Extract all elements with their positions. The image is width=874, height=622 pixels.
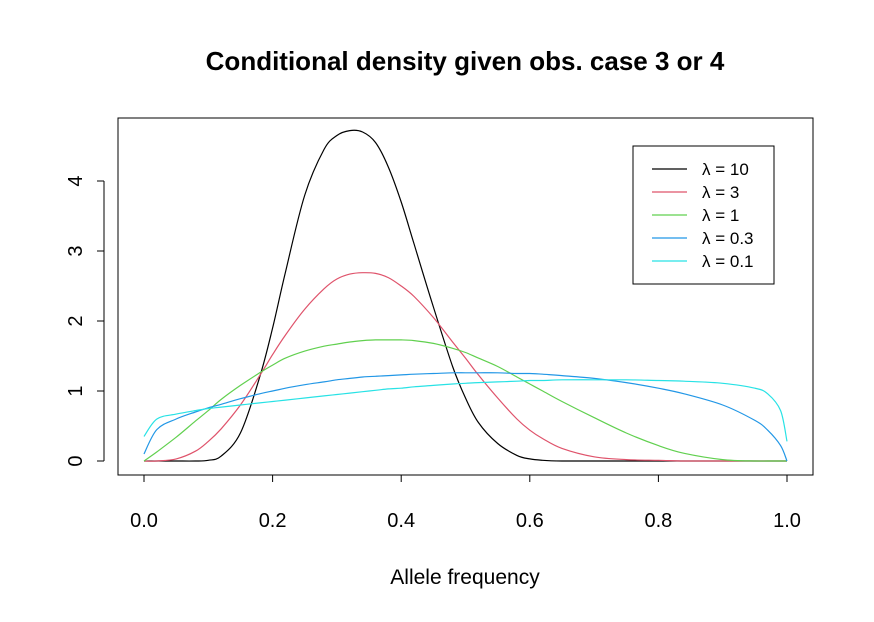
x-tick-label: 0.0: [130, 510, 158, 532]
legend-label-1: λ = 3: [702, 183, 739, 202]
x-tick-label: 0.2: [259, 510, 287, 532]
series-line-4: [143, 379, 788, 442]
legend-label-4: λ = 0.1: [702, 252, 754, 271]
y-tick-label: 2: [65, 315, 87, 326]
y-tick-label: 1: [65, 385, 87, 396]
x-tick-label: 0.6: [516, 510, 544, 532]
legend-label-0: λ = 10: [702, 160, 749, 179]
y-axis: 0 1 2 3 4: [65, 175, 105, 467]
x-axis-label: Allele frequency: [390, 566, 540, 589]
y-tick-label: 4: [65, 175, 87, 186]
x-tick-label: 0.8: [644, 510, 672, 532]
x-axis: 0.0 0.2 0.4 0.6 0.8 1.0: [130, 474, 801, 532]
legend-label-3: λ = 0.3: [702, 229, 754, 248]
x-tick-label: 1.0: [773, 510, 801, 532]
chart-title: Conditional density given obs. case 3 or…: [206, 46, 725, 76]
series-line-2: [143, 339, 787, 462]
x-tick-label: 0.4: [387, 510, 415, 532]
y-tick-label: 3: [65, 245, 87, 256]
series-line-0: [144, 129, 787, 462]
legend: λ = 10 λ = 3 λ = 1 λ = 0.3 λ = 0.1: [632, 145, 775, 285]
legend-label-2: λ = 1: [702, 206, 739, 225]
series-lines: [143, 129, 788, 462]
series-line-3: [143, 372, 788, 462]
y-tick-label: 0: [65, 455, 87, 466]
